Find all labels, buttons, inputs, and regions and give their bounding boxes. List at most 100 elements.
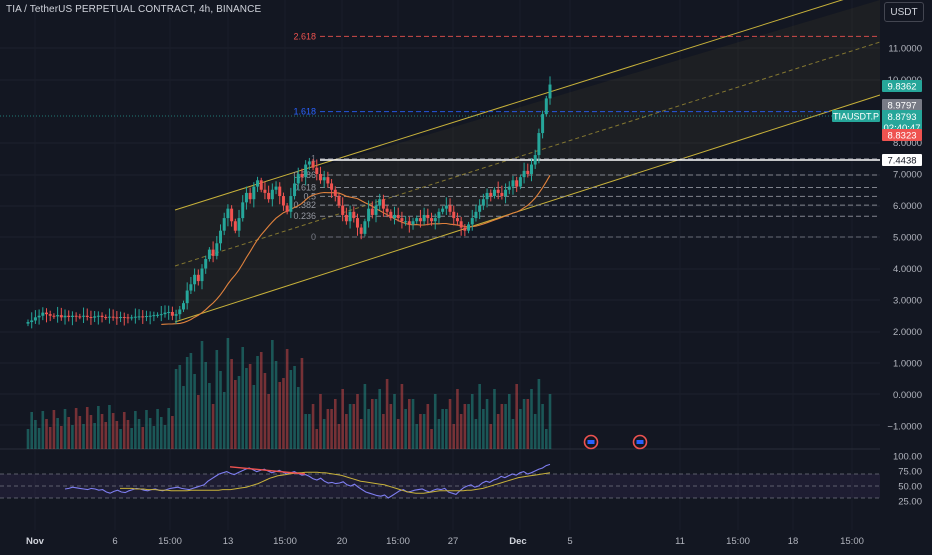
volume-bar — [60, 426, 63, 449]
candles[interactable] — [26, 76, 552, 329]
volume-bar — [400, 384, 404, 449]
volume-bar — [441, 409, 444, 449]
time-tick: 18 — [788, 536, 799, 547]
moving-average-line — [161, 175, 551, 325]
time-tick: 5 — [567, 536, 572, 547]
candle-body — [193, 274, 197, 285]
candle-body — [189, 284, 193, 291]
candle-body — [415, 218, 419, 222]
flag-icon — [587, 440, 595, 444]
volume-bar — [71, 425, 74, 449]
volume-bar — [226, 338, 230, 449]
volume-bar — [485, 399, 489, 449]
volume-bar — [104, 422, 108, 449]
volume-bar — [222, 392, 226, 449]
time-tick: 15:00 — [840, 536, 864, 547]
volume-bar — [530, 389, 533, 449]
candle-body — [459, 221, 463, 228]
candle-body — [156, 314, 160, 316]
candle-body — [496, 189, 500, 193]
candle-body — [341, 205, 345, 215]
volume-bar — [252, 385, 256, 449]
time-tick: 11 — [675, 536, 685, 547]
volume-bar — [308, 414, 311, 449]
candle-body — [467, 224, 471, 231]
ascending-channel[interactable] — [174, 0, 881, 323]
event-icons[interactable] — [583, 434, 648, 450]
price-high-tag-bg — [882, 99, 922, 111]
rsi-band — [0, 474, 880, 498]
price-low-tag: 8.8323 — [887, 131, 916, 142]
candle-body — [230, 208, 234, 222]
time-axis[interactable]: Nov 6 15:00 13 15:00 20 15:00 27 Dec 5 11 15:00 18 15… — [26, 536, 864, 547]
candle-body — [278, 186, 282, 197]
candle-body — [167, 311, 171, 313]
candle-body — [430, 218, 434, 222]
price-tick: −1.0000 — [887, 422, 922, 433]
candle-body — [133, 316, 137, 318]
candle-body — [226, 208, 230, 219]
volume-bar — [459, 414, 463, 449]
volume-bar — [93, 423, 96, 449]
candle-body — [45, 312, 49, 315]
candle-body — [270, 189, 274, 200]
volume-bar — [382, 414, 385, 449]
symbol-label: TIAUSDT.P — [833, 112, 879, 122]
volume-bar — [159, 417, 163, 449]
volume-bar — [337, 424, 341, 449]
volume-bar — [267, 394, 270, 449]
candle-body — [85, 315, 89, 318]
last-price: 8.8793 — [887, 112, 916, 123]
candle-body — [52, 315, 56, 317]
candle-body — [485, 192, 489, 200]
volume-bar — [433, 394, 437, 449]
white-level-tag-bg — [882, 154, 922, 167]
candle-body — [70, 315, 74, 318]
candle-body — [82, 315, 86, 317]
candle-body — [141, 316, 145, 318]
candle-body — [511, 180, 515, 187]
volume-bar — [519, 409, 522, 449]
candle-body — [304, 164, 308, 178]
candle-body — [381, 199, 385, 209]
channel-lower — [174, 94, 881, 323]
candle-body — [452, 211, 456, 219]
volume-bar — [148, 418, 152, 449]
volume-bar — [219, 371, 222, 449]
volume-bar — [452, 424, 456, 449]
candle-body — [437, 211, 441, 219]
fib-label-6: 0.382 — [293, 200, 316, 210]
candle-body — [492, 189, 496, 197]
candle-body — [281, 196, 285, 206]
volume-bar — [378, 389, 382, 449]
ma-line — [161, 175, 551, 325]
candle-body — [100, 315, 104, 318]
time-tick: Dec — [509, 536, 526, 547]
candle-body — [393, 214, 397, 219]
volume-bar — [408, 399, 411, 449]
candle-body — [311, 161, 315, 168]
time-tick: 27 — [448, 536, 459, 547]
time-tick: 15:00 — [726, 536, 750, 547]
volume-bar — [304, 414, 307, 449]
volume-bar — [482, 409, 485, 449]
candle-body — [244, 192, 248, 203]
volume-bar — [204, 362, 208, 449]
currency-button[interactable]: USDT — [884, 2, 924, 22]
volume-bar — [97, 406, 100, 449]
candle-body — [326, 177, 330, 184]
candle-body — [111, 316, 115, 318]
volume-bar — [193, 374, 196, 449]
volume-bar — [85, 407, 89, 449]
volume-bar — [248, 364, 252, 449]
candle-body — [396, 214, 400, 219]
fib-label-7: 0.236 — [293, 211, 316, 221]
volume-bar — [263, 373, 267, 449]
candle-body — [207, 249, 211, 260]
candle-body — [130, 317, 134, 319]
price-tick: 7.0000 — [893, 170, 922, 181]
rsi-tick: 75.00 — [898, 467, 922, 478]
candle-body — [181, 303, 185, 310]
